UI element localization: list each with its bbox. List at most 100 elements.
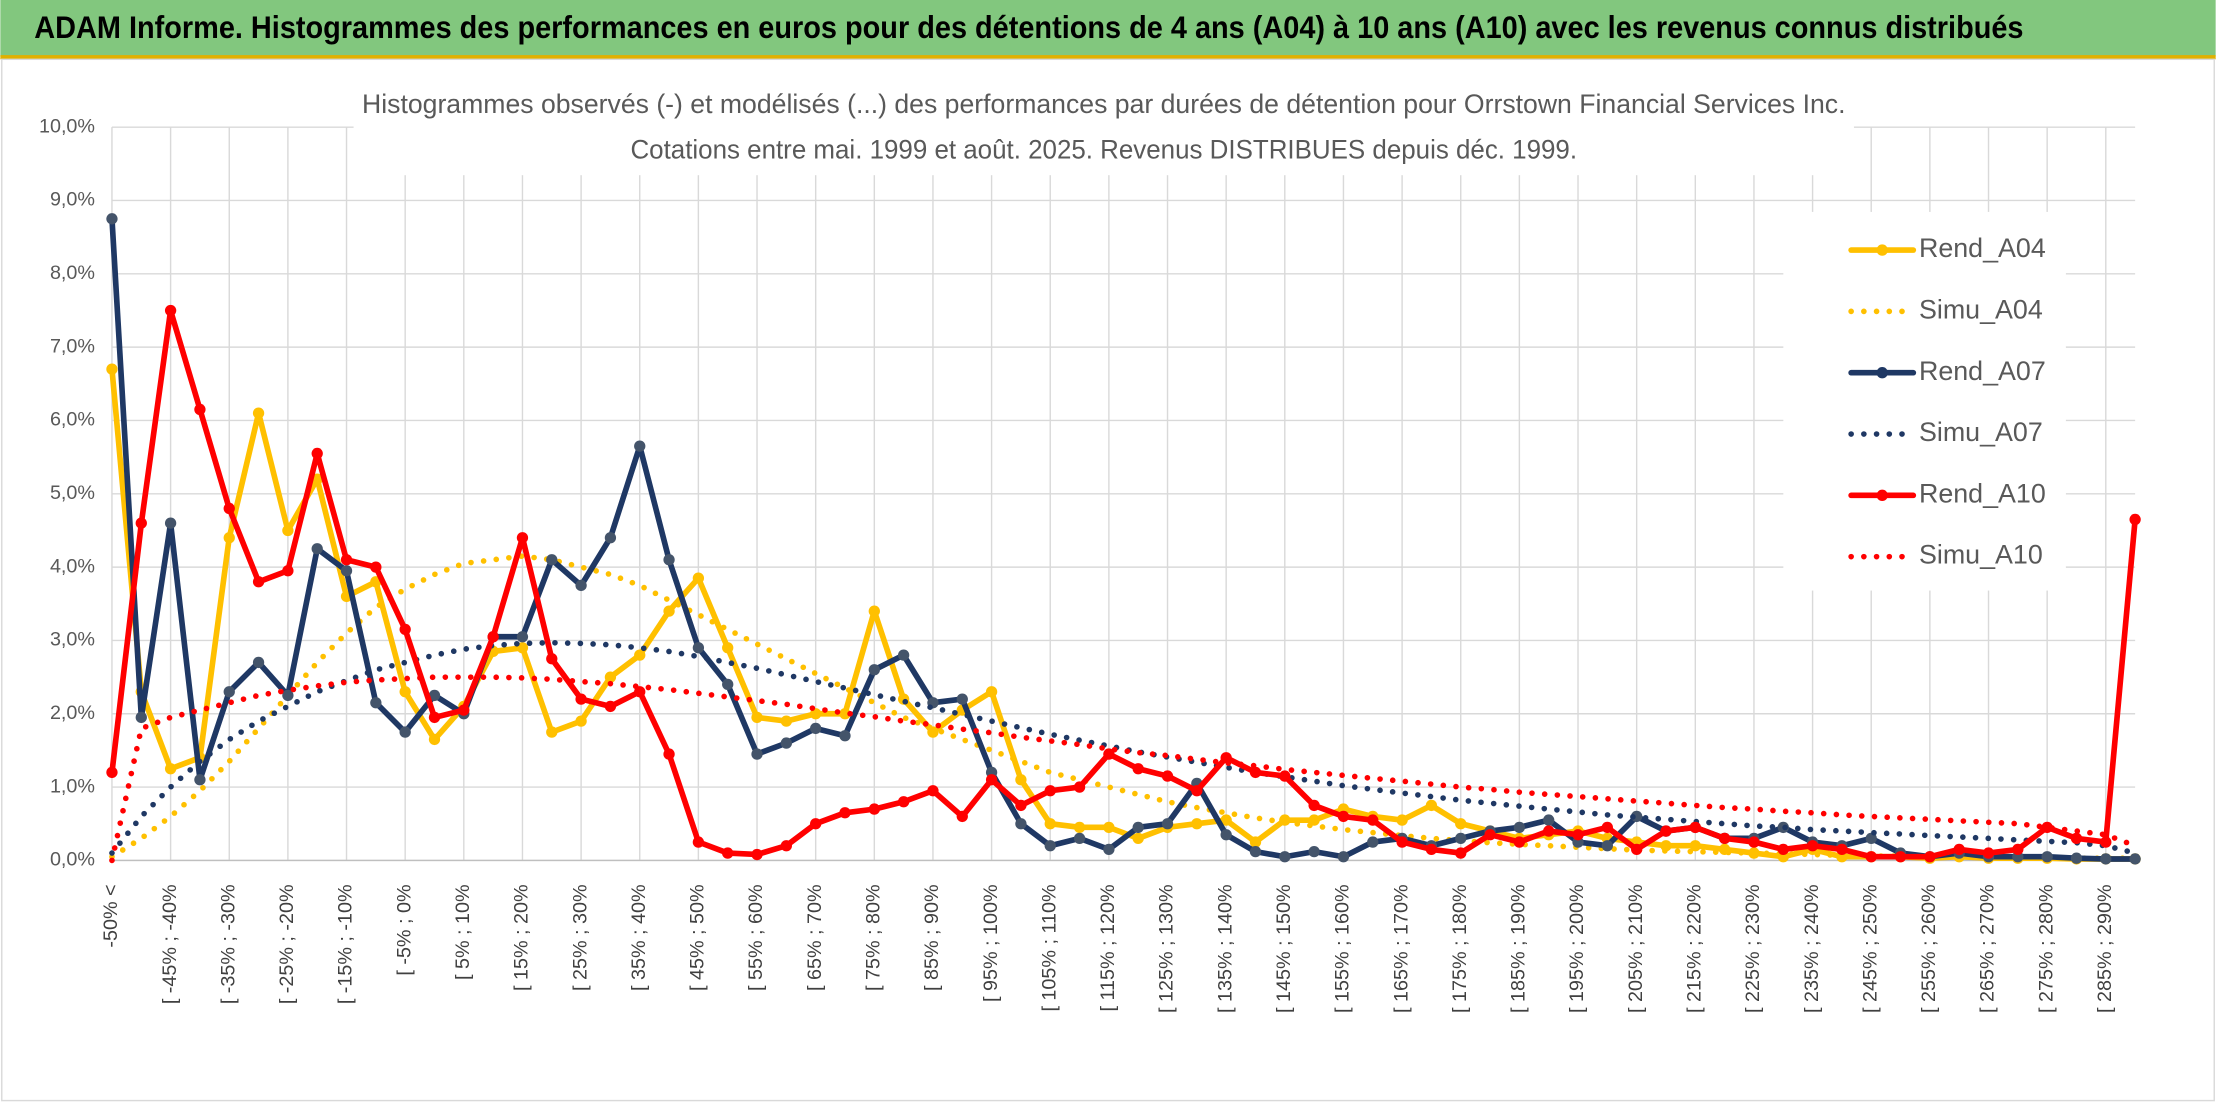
series-marker bbox=[1044, 840, 1056, 852]
header-title: ADAM Informe. Histogrammes des performan… bbox=[34, 10, 2023, 45]
series-marker bbox=[1044, 818, 1056, 830]
series-marker bbox=[546, 726, 558, 738]
series-marker bbox=[634, 440, 646, 452]
series-marker bbox=[751, 711, 763, 724]
series-marker bbox=[985, 686, 998, 698]
series-marker bbox=[428, 689, 441, 702]
y-tick-label: 1,0% bbox=[50, 775, 95, 797]
series-marker bbox=[575, 715, 587, 727]
x-tick-label: [ 155% ; 160% bbox=[1332, 884, 1354, 1013]
series-marker bbox=[1015, 774, 1027, 786]
series-marker bbox=[1631, 843, 1643, 856]
series-marker bbox=[2100, 836, 2112, 848]
series-marker bbox=[839, 730, 851, 742]
series-marker bbox=[868, 605, 880, 617]
series-marker bbox=[897, 649, 910, 661]
series-line bbox=[109, 366, 2138, 862]
series-marker bbox=[722, 642, 734, 654]
series-marker bbox=[340, 565, 353, 577]
series-marker bbox=[1689, 840, 1701, 852]
grid: 0,0% 1,0% 2,0% 3,0% 4,0% 5,0% 6,0% 7,0% 8,0% 9,0%… bbox=[39, 115, 2136, 1013]
x-tick-label: [ 35% ; 40% bbox=[628, 884, 650, 991]
series-marker bbox=[135, 517, 147, 529]
series-marker bbox=[223, 502, 235, 515]
series-marker bbox=[692, 642, 705, 654]
series-marker bbox=[1601, 821, 1613, 834]
x-tick-label: [ 215% ; 220% bbox=[1684, 884, 1706, 1013]
series-marker bbox=[751, 748, 763, 760]
series-marker bbox=[399, 726, 411, 738]
series-marker bbox=[1924, 851, 1936, 863]
series-marker bbox=[1015, 799, 1027, 812]
series-marker bbox=[1073, 821, 1086, 834]
series-marker bbox=[604, 532, 617, 544]
series-marker bbox=[780, 715, 792, 727]
x-tick-label: [ -35% ; -30% bbox=[217, 884, 239, 1004]
series-marker bbox=[1132, 763, 1144, 775]
series-marker bbox=[604, 700, 617, 713]
legend-marker bbox=[1876, 367, 1888, 379]
series-marker bbox=[1015, 818, 1027, 830]
series-marker bbox=[1953, 843, 1965, 856]
legend: Rend_A04 Simu_A04 Rend_A07 Simu_A07 Rend_A10… bbox=[1783, 211, 2066, 591]
x-tick-label: [ 185% ; 190% bbox=[1508, 884, 1530, 1013]
series-marker bbox=[575, 693, 587, 705]
x-tick-label: [ 85% ; 90% bbox=[921, 884, 943, 991]
series-marker bbox=[663, 748, 675, 760]
legend-label: Simu_A04 bbox=[1919, 294, 2043, 324]
series-marker bbox=[722, 847, 734, 859]
series-marker bbox=[1103, 748, 1115, 760]
series-marker bbox=[1073, 832, 1086, 845]
series-marker bbox=[106, 766, 118, 779]
series-marker bbox=[1455, 832, 1467, 845]
series-marker bbox=[106, 363, 118, 375]
series-marker bbox=[1249, 766, 1262, 779]
series-marker bbox=[1572, 829, 1584, 841]
y-tick-label: 9,0% bbox=[50, 189, 95, 211]
series-marker bbox=[428, 733, 441, 746]
header-rule bbox=[0, 55, 2216, 60]
series-marker bbox=[1279, 770, 1291, 782]
x-tick-label: [ 75% ; 80% bbox=[863, 884, 885, 991]
series-marker bbox=[1777, 843, 1789, 856]
series-line bbox=[109, 553, 2138, 861]
series-marker bbox=[1455, 818, 1467, 830]
legend-label: Simu_A07 bbox=[1919, 417, 2043, 447]
series-marker bbox=[839, 708, 851, 720]
series-marker bbox=[1836, 843, 1848, 856]
y-tick-label: 4,0% bbox=[50, 555, 95, 577]
series-marker bbox=[956, 810, 968, 823]
x-tick-label: [ 235% ; 240% bbox=[1801, 884, 1823, 1013]
x-tick-label: [ 125% ; 130% bbox=[1156, 884, 1178, 1013]
series-marker bbox=[516, 532, 529, 544]
header-bar bbox=[0, 0, 2216, 57]
series-marker bbox=[2041, 851, 2053, 863]
series-marker bbox=[282, 565, 294, 577]
legend-label: Rend_A04 bbox=[1919, 233, 2046, 263]
series-marker bbox=[868, 664, 880, 676]
y-tick-label: 8,0% bbox=[50, 262, 95, 284]
series-marker bbox=[252, 576, 265, 588]
series-marker bbox=[897, 796, 910, 808]
series-marker bbox=[282, 689, 294, 702]
x-tick-label: [ -45% ; -40% bbox=[159, 884, 181, 1004]
series-marker bbox=[1220, 814, 1232, 826]
series-marker bbox=[722, 678, 734, 691]
series-marker bbox=[546, 653, 558, 665]
x-tick-label: [ 135% ; 140% bbox=[1214, 884, 1236, 1013]
x-tick-label: -50% < bbox=[100, 884, 122, 947]
series-marker bbox=[1396, 814, 1408, 826]
series-marker bbox=[1249, 845, 1262, 858]
series-marker bbox=[1279, 851, 1291, 863]
x-tick-label: [ 275% ; 280% bbox=[2035, 884, 2057, 1013]
y-tick-label: 10,0% bbox=[39, 115, 95, 137]
series-marker bbox=[164, 304, 177, 317]
y-tick-label: 6,0% bbox=[50, 409, 95, 431]
series-marker bbox=[1073, 781, 1086, 793]
series-marker bbox=[282, 524, 294, 537]
series-marker bbox=[1161, 770, 1174, 782]
series-marker bbox=[663, 554, 675, 566]
x-tick-label: [ 175% ; 180% bbox=[1449, 884, 1471, 1013]
series-marker bbox=[1044, 785, 1056, 797]
series-marker bbox=[692, 572, 705, 584]
